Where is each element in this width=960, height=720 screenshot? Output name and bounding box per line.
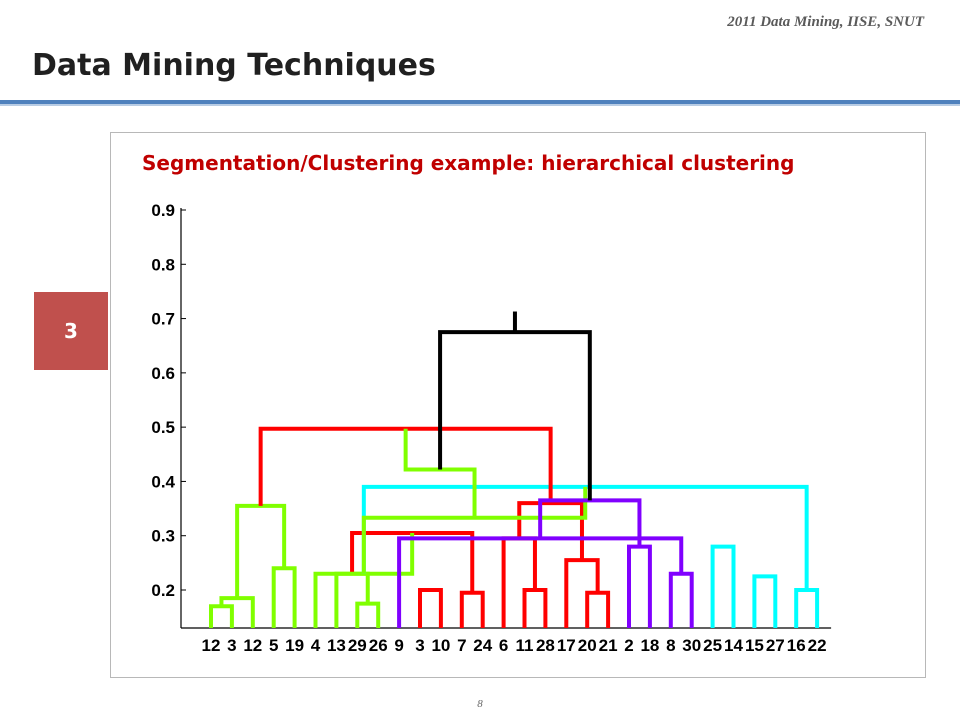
dendrogram-link (459, 590, 485, 628)
dendrogram-link (438, 330, 592, 501)
dendrogram-link (501, 536, 537, 628)
dendrogram-link (752, 574, 778, 628)
page-number: 8 (477, 698, 483, 710)
section-number-badge: 3 (34, 292, 108, 370)
leaf-label: 14 (724, 636, 743, 655)
leaf-label: 2 (624, 636, 633, 655)
leaf-label: 16 (787, 636, 806, 655)
leaf-label: 28 (536, 636, 555, 655)
dendrogram-link (668, 571, 694, 628)
dendrogram-link (585, 590, 611, 628)
y-tick-label: 0.8 (151, 255, 175, 274)
leaf-label: 20 (578, 636, 597, 655)
dendrogram-link (334, 571, 370, 628)
title-underline-rule (0, 100, 960, 104)
leaf-label: 21 (599, 636, 618, 655)
leaf-label: 29 (348, 636, 367, 655)
dendrogram-link (355, 601, 381, 628)
dendrogram-link (235, 503, 287, 599)
leaf-label: 17 (557, 636, 576, 655)
leaf-label: 7 (457, 636, 466, 655)
title-underline-shadow (0, 104, 960, 106)
leaf-label: 12 (202, 636, 221, 655)
y-tick-label: 0.5 (151, 418, 175, 437)
leaf-label: 8 (666, 636, 675, 655)
leaf-label: 5 (269, 636, 278, 655)
leaf-label: 12 (243, 636, 262, 655)
leaf-label: 15 (745, 636, 764, 655)
course-header-tag: 2011 Data Mining, IISE, SNUT (727, 14, 924, 30)
leaf-label: 26 (369, 636, 388, 655)
leaf-label: 30 (682, 636, 701, 655)
y-tick-label: 0.6 (151, 364, 175, 383)
leaf-label: 6 (499, 636, 508, 655)
leaf-label: 22 (808, 636, 827, 655)
leaf-label: 27 (766, 636, 785, 655)
dendrogram-link (517, 501, 584, 561)
dendrogram-link (219, 596, 255, 628)
figure-frame (110, 132, 926, 678)
y-tick-label: 0.7 (151, 310, 175, 329)
leaf-label: 9 (394, 636, 403, 655)
leaf-label: 11 (516, 636, 534, 655)
leaf-label: 4 (311, 636, 321, 655)
leaf-label: 25 (703, 636, 722, 655)
slide-title: Data Mining Techniques (32, 48, 436, 83)
section-number: 3 (64, 319, 78, 343)
leaf-label: 3 (415, 636, 424, 655)
chart-title: Segmentation/Clustering example: hierarc… (142, 151, 795, 175)
dendrogram-link (271, 566, 297, 628)
dendrogram-link (418, 588, 443, 628)
y-tick-label: 0.3 (151, 527, 175, 546)
dendrogram-link (794, 588, 820, 628)
y-tick-label: 0.9 (151, 201, 175, 220)
dendrogram-link (710, 544, 736, 628)
leaf-label: 10 (431, 636, 450, 655)
leaf-label: 3 (227, 636, 236, 655)
leaf-label: 19 (285, 636, 304, 655)
y-tick-label: 0.2 (151, 581, 175, 600)
dendrogram-link (522, 588, 548, 628)
leaf-label: 18 (640, 636, 659, 655)
dendrogram-link (209, 604, 234, 628)
leaf-label: 24 (473, 636, 492, 655)
y-tick-label: 0.4 (151, 472, 175, 491)
leaf-label: 13 (327, 636, 346, 655)
dendrogram-link (627, 544, 652, 628)
